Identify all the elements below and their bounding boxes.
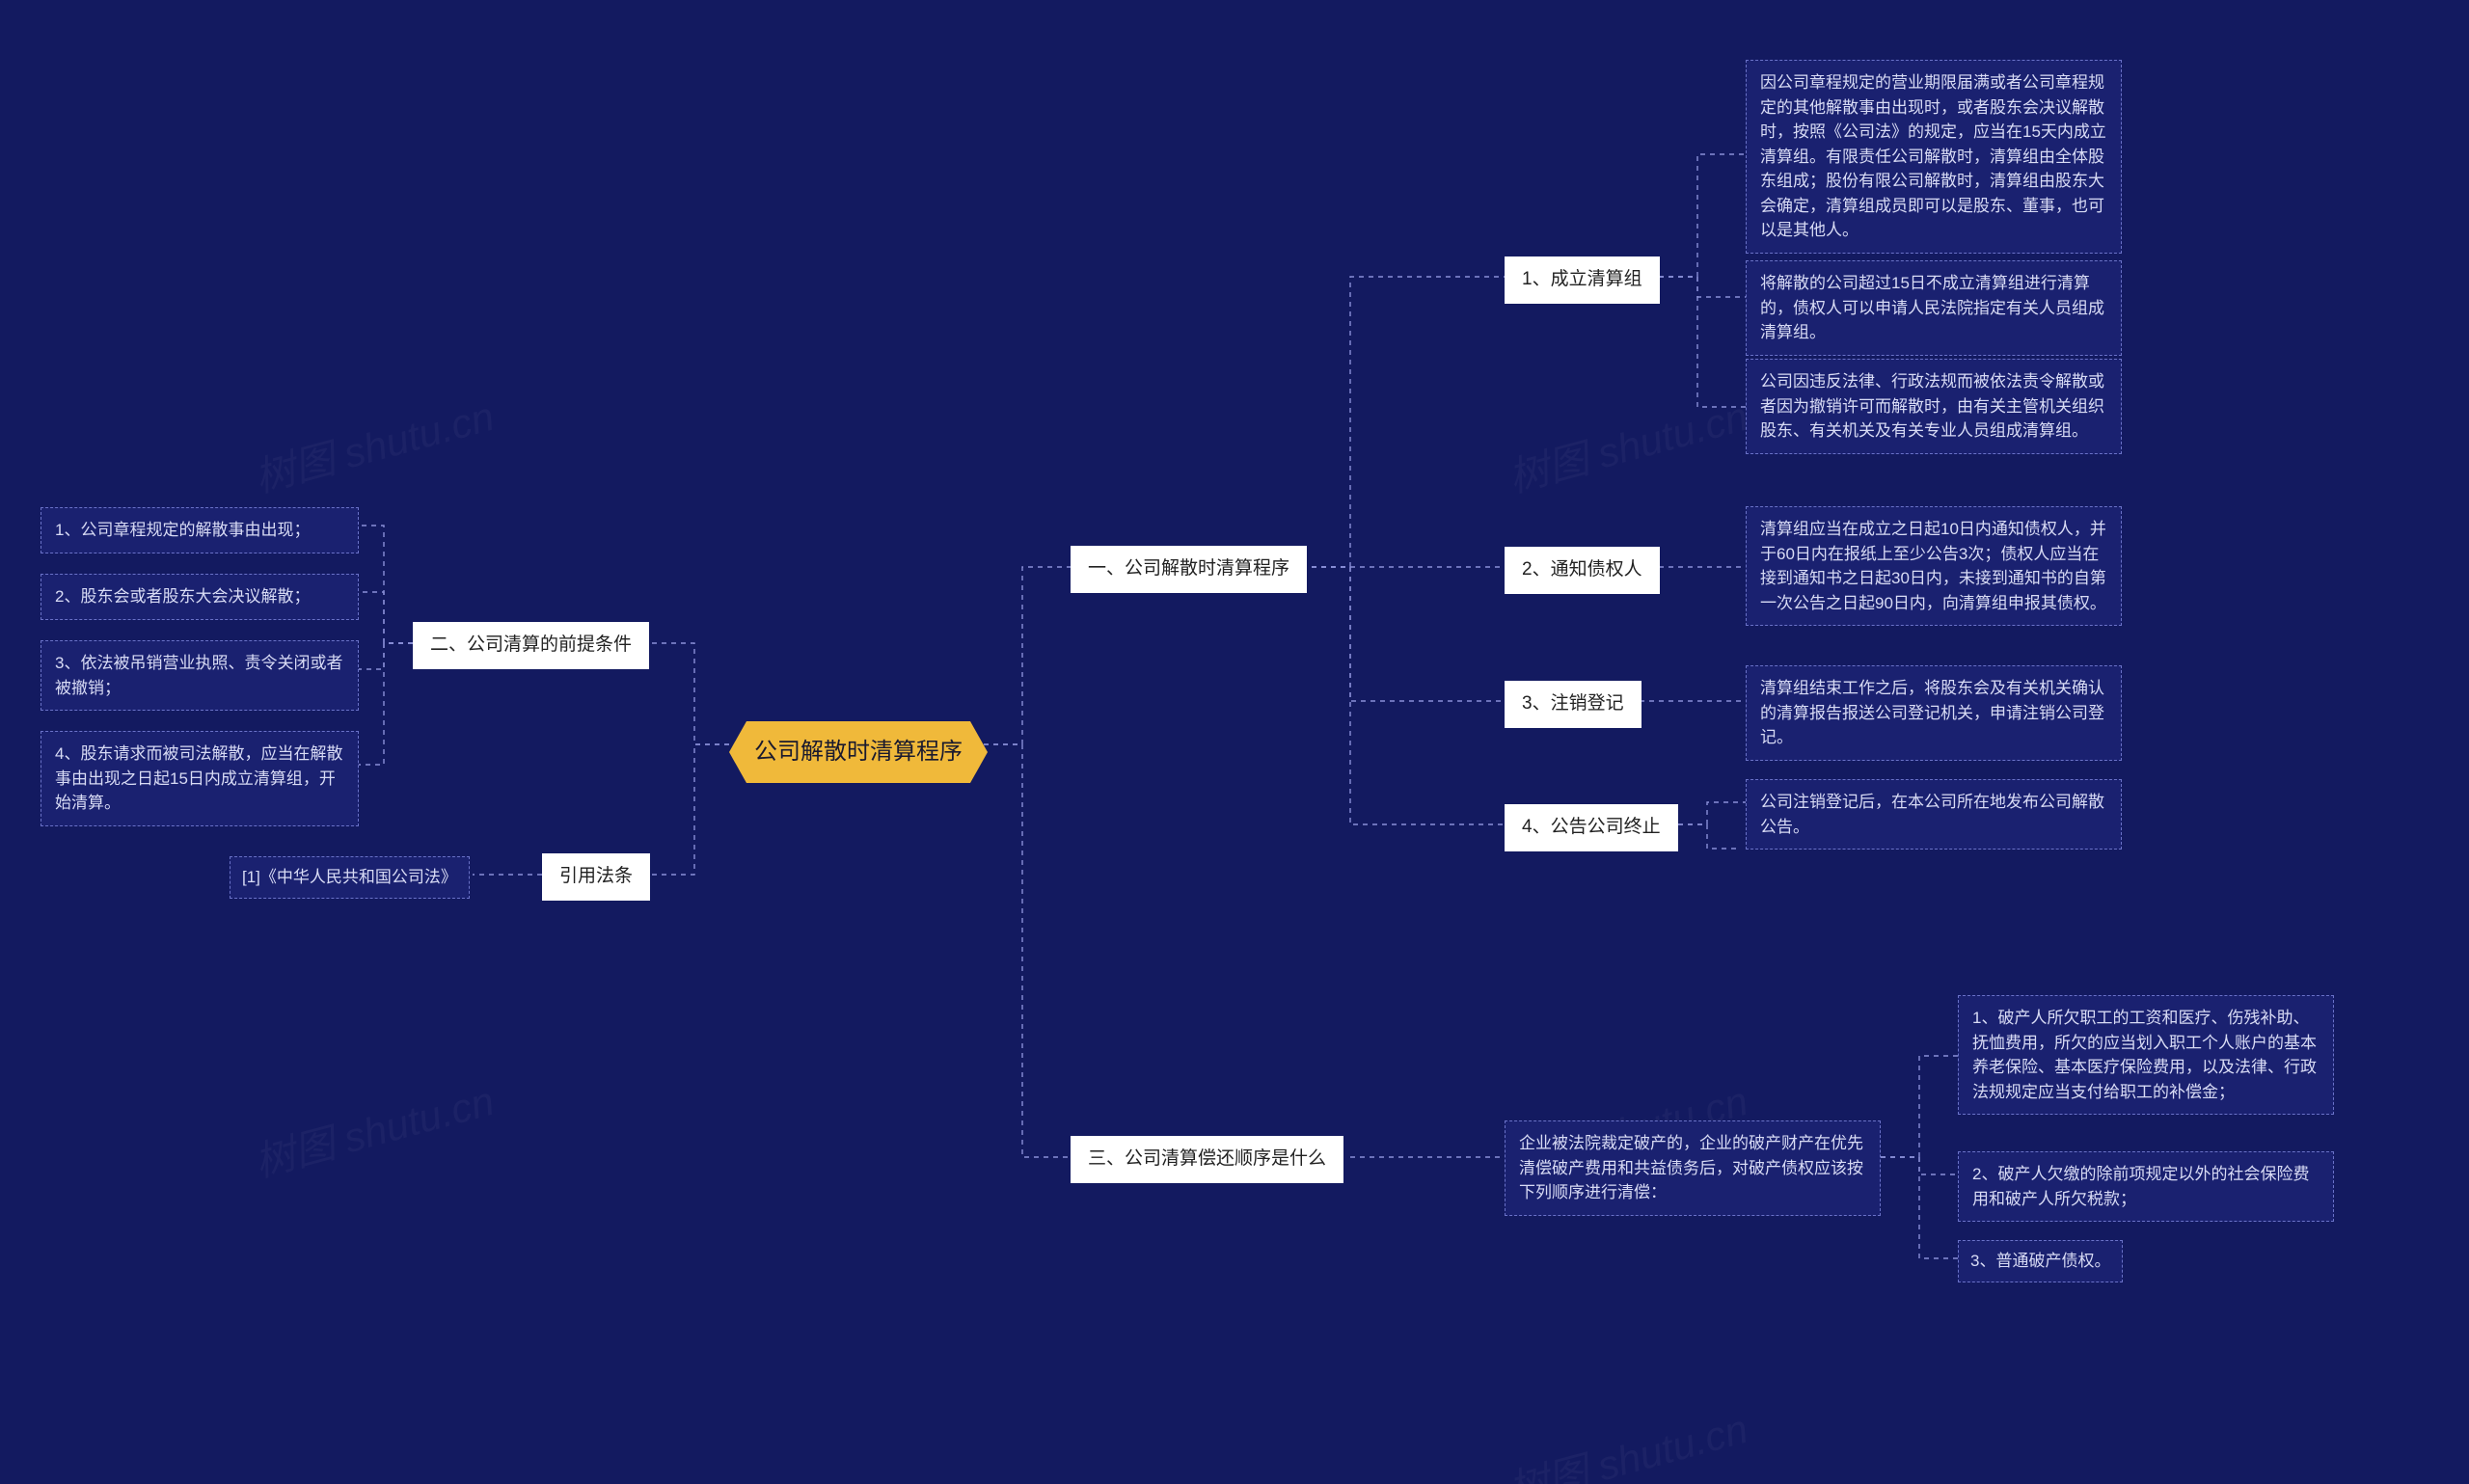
root-node: 公司解散时清算程序 [729, 721, 988, 783]
branch-1-n1-leaf1: 因公司章程规定的营业期限届满或者公司章程规定的其他解散事由出现时，或者股东会决议… [1746, 60, 2122, 254]
branch-2: 二、公司清算的前提条件 [413, 622, 649, 669]
branch-2-leaf2: 2、股东会或者股东大会决议解散； [41, 574, 359, 620]
branch-2-leaf3: 3、依法被吊销营业执照、责令关闭或者被撤销； [41, 640, 359, 711]
watermark: 树图 shutu.cn [247, 384, 500, 504]
branch-1-n3: 3、注销登记 [1505, 681, 1641, 728]
branch-1-n4: 4、公告公司终止 [1505, 804, 1678, 851]
branch-3-leaf2: 2、破产人欠缴的除前项规定以外的社会保险费用和破产人所欠税款； [1958, 1151, 2334, 1222]
branch-1-n3-leaf1: 清算组结束工作之后，将股东会及有关机关确认的清算报告报送公司登记机关，申请注销公… [1746, 665, 2122, 761]
branch-3: 三、公司清算偿还顺序是什么 [1071, 1136, 1343, 1183]
branch-1-n1-leaf3: 公司因违反法律、行政法规而被依法责令解散或者因为撤销许可而解散时，由有关主管机关… [1746, 359, 2122, 454]
watermark: 树图 shutu.cn [247, 1068, 500, 1189]
branch-1-n2-leaf1: 清算组应当在成立之日起10日内通知债权人，并于60日内在报纸上至少公告3次；债权… [1746, 506, 2122, 626]
watermark: 树图 shutu.cn [1501, 384, 1753, 504]
branch-1-n1-leaf2: 将解散的公司超过15日不成立清算组进行清算的，债权人可以申请人民法院指定有关人员… [1746, 260, 2122, 356]
branch-3-leaf3: 3、普通破产债权。 [1958, 1240, 2123, 1282]
branch-1-n4-leaf1: 公司注销登记后，在本公司所在地发布公司解散公告。 [1746, 779, 2122, 850]
branch-2-leaf4: 4、股东请求而被司法解散，应当在解散事由出现之日起15日内成立清算组，开始清算。 [41, 731, 359, 826]
branch-4: 引用法条 [542, 853, 650, 901]
branch-3-leaf1: 1、破产人所欠职工的工资和医疗、伤残补助、抚恤费用，所欠的应当划入职工个人账户的… [1958, 995, 2334, 1115]
branch-1-n2: 2、通知债权人 [1505, 547, 1660, 594]
branch-1: 一、公司解散时清算程序 [1071, 546, 1307, 593]
branch-4-leaf1: [1]《中华人民共和国公司法》 [230, 856, 470, 899]
watermark: 树图 shutu.cn [1501, 1396, 1753, 1484]
branch-1-n1: 1、成立清算组 [1505, 256, 1660, 304]
branch-3-intro: 企业被法院裁定破产的，企业的破产财产在优先清偿破产费用和共益债务后，对破产债权应… [1505, 1120, 1881, 1216]
branch-2-leaf1: 1、公司章程规定的解散事由出现； [41, 507, 359, 553]
